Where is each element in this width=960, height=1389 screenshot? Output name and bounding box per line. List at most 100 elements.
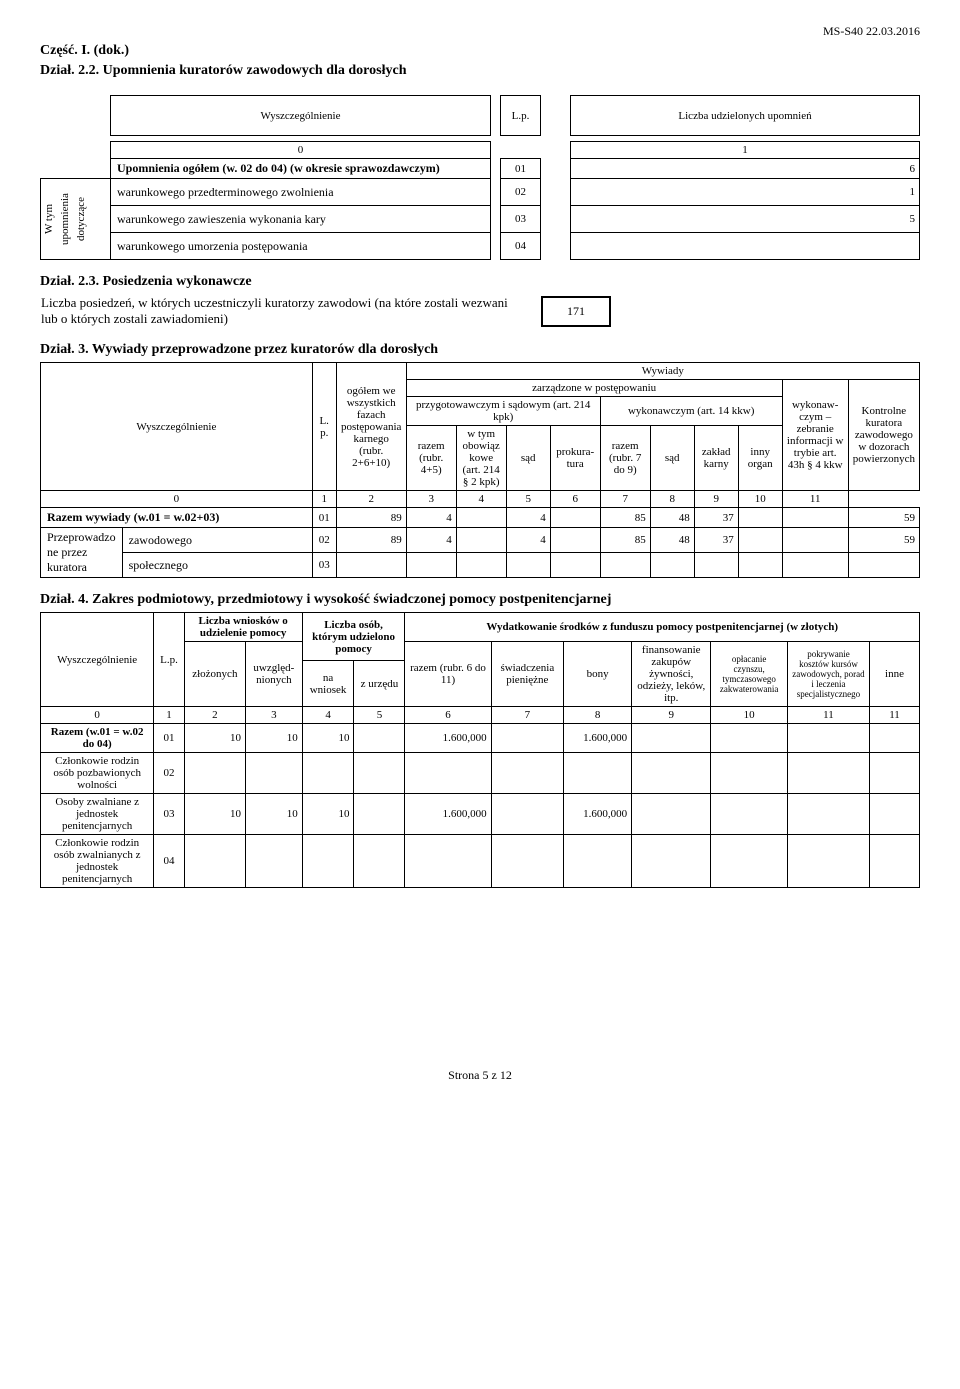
h-zarz: zarządzone w postępowaniu <box>406 380 782 397</box>
cell <box>491 835 564 888</box>
cell: 48 <box>650 528 694 553</box>
h-inny: inny organ <box>738 426 782 491</box>
row-code: 02 <box>154 753 184 794</box>
idx-1: 1 <box>571 142 920 159</box>
dzial23-value: 171 <box>541 296 611 327</box>
h-razem1: razem (rubr. 4+5) <box>406 426 456 491</box>
row-label: zawodowego <box>122 528 312 553</box>
h-na: na wniosek <box>302 661 354 707</box>
idx: 7 <box>491 707 564 724</box>
dzial23-block: Liczba posiedzeń, w których uczestniczyl… <box>40 294 612 328</box>
idx: 7 <box>600 491 650 508</box>
table-22: Wyszczególnienie L.p. Liczba udzielonych… <box>40 95 920 260</box>
cell <box>632 724 711 753</box>
idx: 11 <box>870 707 920 724</box>
cell: 4 <box>506 528 550 553</box>
cell <box>738 553 782 578</box>
idx: 3 <box>246 707 303 724</box>
cell <box>506 553 550 578</box>
cell: 85 <box>600 528 650 553</box>
cell <box>405 753 491 794</box>
cell <box>550 553 600 578</box>
dzial22-title: Dział. 2.2. Upomnienia kuratorów zawodow… <box>40 63 920 79</box>
h-wtym: w tym obowiąz kowe (art. 214 § 2 kpk) <box>456 426 506 491</box>
h-wysz: Wyszczególnienie <box>41 613 154 707</box>
cell <box>782 508 848 528</box>
h-fin: finansowanie zakupów żywności, odzieży, … <box>632 642 711 707</box>
cell <box>738 528 782 553</box>
col-count: Liczba udzielonych upomnień <box>571 96 920 136</box>
h-lp: L.p. <box>154 613 184 707</box>
cell: 10 <box>184 794 245 835</box>
idx: 6 <box>405 707 491 724</box>
cell <box>456 553 506 578</box>
cell: 59 <box>848 508 919 528</box>
idx: 4 <box>456 491 506 508</box>
h-przy: przygotowawczym i sądowym (art. 214 kpk) <box>406 397 600 426</box>
cell <box>564 835 632 888</box>
h-z: z urzędu <box>354 661 405 707</box>
cell <box>354 724 405 753</box>
cell <box>550 528 600 553</box>
cell <box>870 794 920 835</box>
row-code: 02 <box>501 179 541 206</box>
cell: 89 <box>336 508 406 528</box>
cell: 10 <box>246 794 303 835</box>
h-razem2: razem (rubr. 7 do 9) <box>600 426 650 491</box>
h-raz: razem (rubr. 6 do 11) <box>405 642 491 707</box>
idx: 0 <box>41 707 154 724</box>
cell <box>405 835 491 888</box>
part-title: Część. I. (dok.) <box>40 43 920 59</box>
cell <box>491 794 564 835</box>
idx: 5 <box>506 491 550 508</box>
cell <box>650 553 694 578</box>
cell <box>491 724 564 753</box>
cell: 1.600,000 <box>564 724 632 753</box>
cell <box>600 553 650 578</box>
idx: 9 <box>632 707 711 724</box>
cell: 37 <box>694 508 738 528</box>
idx: 2 <box>184 707 245 724</box>
row-code: 04 <box>154 835 184 888</box>
idx: 11 <box>782 491 848 508</box>
row-label: Członkowie rodzin osób pozbawionych woln… <box>41 753 154 794</box>
idx-0: 0 <box>111 142 491 159</box>
cell: 4 <box>506 508 550 528</box>
row-val <box>571 233 920 260</box>
idx: 8 <box>564 707 632 724</box>
cell: 10 <box>302 794 354 835</box>
cell <box>787 753 869 794</box>
header-ref: MS-S40 22.03.2016 <box>40 24 920 39</box>
row-label: warunkowego zawieszenia wykonania kary <box>111 206 491 233</box>
row-code: 04 <box>501 233 541 260</box>
dzial23-title: Dział. 2.3. Posiedzenia wykonawcze <box>40 274 920 290</box>
idx: 1 <box>312 491 336 508</box>
cell: 4 <box>406 508 456 528</box>
cell <box>302 753 354 794</box>
cell <box>491 753 564 794</box>
h-wyd: Wydatkowanie środków z funduszu pomocy p… <box>405 613 920 642</box>
h-bo: bony <box>564 642 632 707</box>
cell <box>787 724 869 753</box>
row-code: 01 <box>312 508 336 528</box>
cell <box>632 794 711 835</box>
col-lp: L.p. <box>501 96 541 136</box>
cell <box>694 553 738 578</box>
cell: 10 <box>246 724 303 753</box>
cell <box>456 528 506 553</box>
row-label: Upomnienia ogółem (w. 02 do 04) (w okres… <box>111 159 491 179</box>
cell <box>246 753 303 794</box>
h-kontr: Kontrolne kuratora zawodowego w dozorach… <box>848 380 919 491</box>
cell <box>632 835 711 888</box>
cell: 4 <box>406 528 456 553</box>
cell <box>406 553 456 578</box>
h-ogol: ogółem we wszystkich fazach postępowania… <box>336 363 406 491</box>
table-4: Wyszczególnienie L.p. Liczba wniosków o … <box>40 612 920 888</box>
row-label: społecznego <box>122 553 312 578</box>
side-label: upomnienia <box>57 179 73 259</box>
row-group: Przeprowadzo ne przez kuratora <box>41 528 123 578</box>
row-val: 1 <box>571 179 920 206</box>
row-label: Członkowie rodzin osób zwalnianych z jed… <box>41 835 154 888</box>
row-code: 03 <box>501 206 541 233</box>
cell <box>711 835 787 888</box>
